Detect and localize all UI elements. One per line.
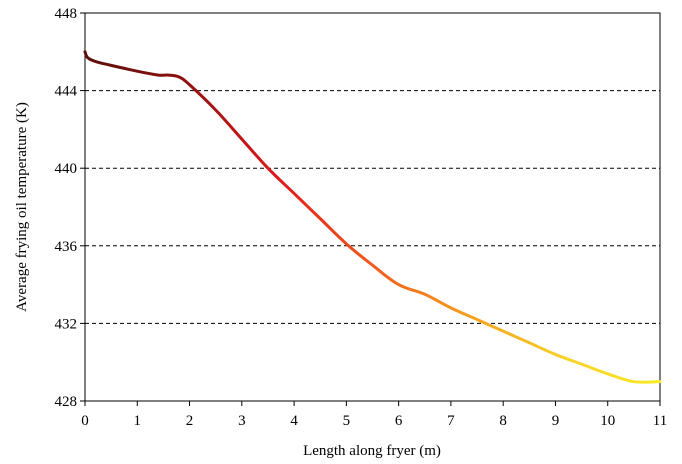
x-tick-label: 9	[552, 413, 560, 429]
x-tick-label: 4	[290, 413, 298, 429]
x-tick-label: 3	[238, 413, 246, 429]
x-tick-label: 8	[499, 413, 507, 429]
x-tick-label: 0	[81, 413, 89, 429]
x-tick-label: 11	[653, 413, 667, 429]
x-tick-label: 6	[395, 413, 403, 429]
y-tick-label: 440	[55, 161, 78, 177]
y-tick-label: 444	[55, 84, 78, 100]
x-tick-label: 10	[600, 413, 615, 429]
x-tick-label: 5	[343, 413, 351, 429]
y-tick-label: 448	[55, 6, 78, 22]
y-tick-label: 428	[55, 394, 78, 410]
x-axis-ticks: 0 1 2 3 4 5 6 7 8 9 10 11	[81, 401, 667, 429]
plot-area-border	[84, 12, 661, 402]
y-tick-label: 432	[55, 316, 78, 332]
x-axis-title: Length along fryer (m)	[303, 443, 441, 459]
grid-lines	[85, 12, 660, 324]
series-line	[83, 50, 662, 384]
x-tick-label: 2	[186, 413, 194, 429]
x-tick-label: 7	[447, 413, 455, 429]
y-tick-label: 436	[55, 239, 78, 255]
y-axis-title: Average frying oil temperature (K)	[14, 102, 30, 312]
x-tick-label: 1	[134, 413, 142, 429]
y-axis-ticks: 428 432 436 440 444 448	[55, 6, 85, 410]
